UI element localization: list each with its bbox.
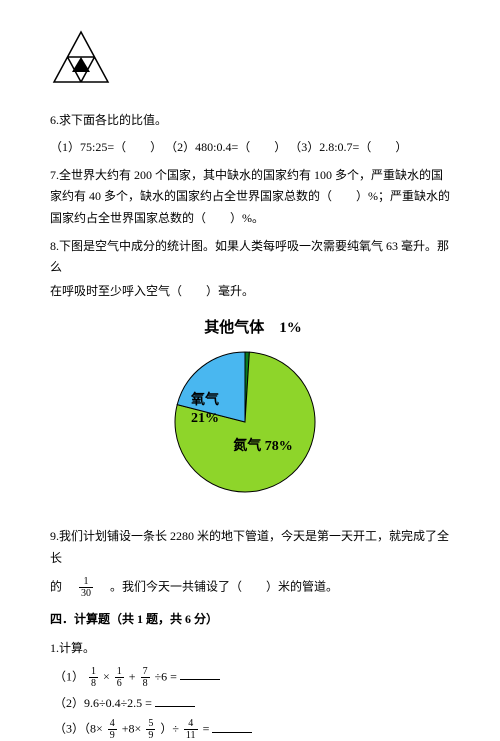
calc3-t3: = xyxy=(203,722,210,736)
svg-text:其他气体 1%: 其他气体 1% xyxy=(204,318,302,336)
calc1-b-num: 1 xyxy=(115,666,124,678)
calc1-prefix: （1） xyxy=(54,669,84,683)
calc3-frac-a: 49 xyxy=(108,718,117,741)
pie-chart: 其他气体 1% 氧气 21% 氮气 78% xyxy=(50,312,450,502)
calc3-t1: +8× xyxy=(122,722,142,736)
calc1-c-den: 8 xyxy=(141,678,150,689)
calc-line-2: （2）9.6÷0.4÷2.5 = xyxy=(54,693,450,715)
calc-line-3: （3）（8× 49 +8× 59 ）÷ 411 = xyxy=(54,718,450,741)
calc1-t1: × xyxy=(103,669,113,683)
calc3-c-num: 4 xyxy=(184,718,198,730)
calc3-blank xyxy=(212,721,252,733)
calc1-b-den: 6 xyxy=(115,678,124,689)
calc-line-1: （1） 18 × 16 + 78 ÷6 = xyxy=(54,666,450,689)
calc3-t2: ）÷ xyxy=(160,722,179,736)
calc1-frac-a: 18 xyxy=(89,666,98,689)
calc3-prefix: （3）（8× xyxy=(54,722,103,736)
section4-title: 四．计算题（共 1 题，共 6 分） xyxy=(50,609,450,631)
calc1-a-den: 8 xyxy=(89,678,98,689)
calc3-frac-b: 59 xyxy=(146,718,155,741)
calc1-c-num: 7 xyxy=(141,666,150,678)
calc1-t2: + xyxy=(129,669,139,683)
calc1-frac-b: 16 xyxy=(115,666,124,689)
calc3-c-den: 11 xyxy=(184,730,198,741)
calc1-t3: ÷6 = xyxy=(155,669,177,683)
calc2-text: （2）9.6÷0.4÷2.5 = xyxy=(54,696,152,710)
q9-line2: 的 1 30 。我们今天一共铺设了（ ）米的管道。 xyxy=(50,576,450,599)
calc1-blank xyxy=(180,668,220,680)
q6-item-3: （3）2.8:0.7=（ ） xyxy=(289,140,407,154)
svg-text:氧气: 氧气 xyxy=(190,391,219,408)
triangle-figure xyxy=(50,30,450,92)
calc3-b-den: 9 xyxy=(146,730,155,741)
q6-item-2: （2）480:0.4=（ ） xyxy=(165,140,286,154)
calc3-frac-c: 411 xyxy=(184,718,198,741)
calc1-a-num: 1 xyxy=(89,666,98,678)
q8-line2: 在呼吸时至少呼入空气（ ）毫升。 xyxy=(50,281,450,303)
calc3-a-num: 4 xyxy=(108,718,117,730)
q7-text: 7.全世界大约有 200 个国家，其中缺水的国家约有 100 多个，严重缺水的国… xyxy=(50,165,450,230)
q6-items: （1）75:25=（ ） （2）480:0.4=（ ） （3）2.8:0.7=（… xyxy=(50,137,450,159)
calc1-frac-c: 78 xyxy=(141,666,150,689)
calc3-b-num: 5 xyxy=(146,718,155,730)
q9-mid-right: 。我们今天一共铺设了（ ）米的管道。 xyxy=(98,579,338,593)
svg-text:21%: 21% xyxy=(191,411,219,426)
q9-line1: 9.我们计划铺设一条长 2280 米的地下管道，今天是第一天开工，就完成了全长 xyxy=(50,526,450,569)
section4-sub: 1.计算。 xyxy=(50,638,450,660)
q9-mid-left: 的 xyxy=(50,579,74,593)
calc2-blank xyxy=(155,695,195,707)
q8-line1: 8.下图是空气中成分的统计图。如果人类每呼吸一次需要纯氧气 63 毫升。那么 xyxy=(50,236,450,279)
calc3-a-den: 9 xyxy=(108,730,117,741)
svg-text:氮气 78%: 氮气 78% xyxy=(232,437,293,454)
q6-title: 6.求下面各比的比值。 xyxy=(50,110,450,132)
q9-frac-num: 1 xyxy=(79,576,93,588)
q9-fraction: 1 30 xyxy=(79,576,93,599)
q9-frac-den: 30 xyxy=(79,588,93,599)
q6-item-1: （1）75:25=（ ） xyxy=(50,140,162,154)
